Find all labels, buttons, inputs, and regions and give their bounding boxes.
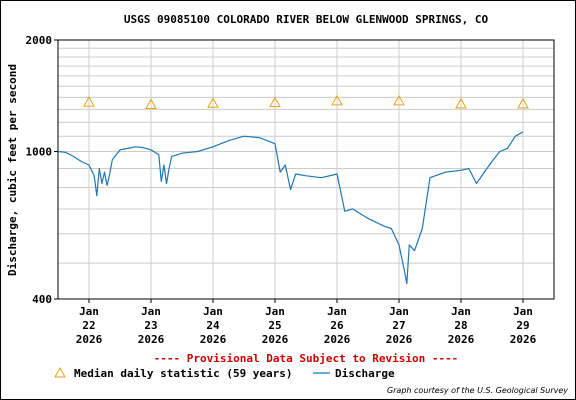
median-triangle-point xyxy=(207,97,219,108)
x-tick-label: 27 xyxy=(392,319,405,332)
median-triangle-point xyxy=(393,94,405,106)
median-triangle-point xyxy=(517,97,529,109)
y-tick-label: 1000 xyxy=(26,146,53,159)
y-tick-label: 400 xyxy=(32,293,52,306)
x-tick-label: Jan xyxy=(513,305,533,318)
provisional-notice: ---- Provisional Data Subject to Revisio… xyxy=(154,352,459,365)
x-tick-label: 2026 xyxy=(386,333,413,346)
median-triangle-point xyxy=(331,94,343,106)
x-tick-label: Jan xyxy=(141,305,161,318)
grid xyxy=(58,40,554,299)
x-tick-label: 2026 xyxy=(262,333,289,346)
x-tick-label: 2026 xyxy=(76,333,103,346)
discharge-line xyxy=(57,131,524,285)
x-tick-label: 2026 xyxy=(138,333,165,346)
legend-median-triangle-icon xyxy=(54,366,66,378)
y-axis: 2000 1000 400 xyxy=(26,34,58,306)
x-tick-label: Jan xyxy=(389,305,409,318)
median-triangle-point xyxy=(455,97,467,109)
x-axis: Jan222026Jan232026Jan242026Jan252026Jan2… xyxy=(76,299,537,346)
legend-median-label: Median daily statistic (59 years) xyxy=(74,367,293,380)
x-tick-label: 2026 xyxy=(510,333,537,346)
x-tick-label: 22 xyxy=(82,319,95,332)
plot-area xyxy=(57,39,555,300)
x-tick-label: 26 xyxy=(330,319,344,332)
credit-text: Graph courtesy of the U.S. Geological Su… xyxy=(387,386,568,395)
legend-discharge-label: Discharge xyxy=(335,367,395,380)
median-series xyxy=(83,94,529,109)
x-tick-label: 2026 xyxy=(448,333,475,346)
x-tick-label: 23 xyxy=(144,319,157,332)
x-tick-label: Jan xyxy=(79,305,99,318)
median-triangle-point xyxy=(269,96,281,108)
x-tick-label: Jan xyxy=(327,305,347,318)
discharge-series xyxy=(57,131,524,285)
x-tick-label: 2026 xyxy=(200,333,227,346)
x-tick-label: 24 xyxy=(206,319,220,332)
y-tick-label: 2000 xyxy=(26,34,53,47)
y-axis-label: Discharge, cubic feet per second xyxy=(6,64,19,276)
x-tick-label: Jan xyxy=(265,305,285,318)
chart-title: USGS 09085100 COLORADO RIVER BELOW GLENW… xyxy=(124,13,489,26)
x-tick-label: 2026 xyxy=(324,333,351,346)
median-triangle-point xyxy=(145,98,157,109)
x-tick-label: Jan xyxy=(203,305,223,318)
legend: Median daily statistic (59 years) Discha… xyxy=(54,366,395,380)
x-tick-label: Jan xyxy=(451,305,471,318)
median-triangle-point xyxy=(83,96,95,107)
x-tick-label: 29 xyxy=(516,319,529,332)
x-tick-label: 25 xyxy=(268,319,281,332)
x-tick-label: 28 xyxy=(454,319,467,332)
